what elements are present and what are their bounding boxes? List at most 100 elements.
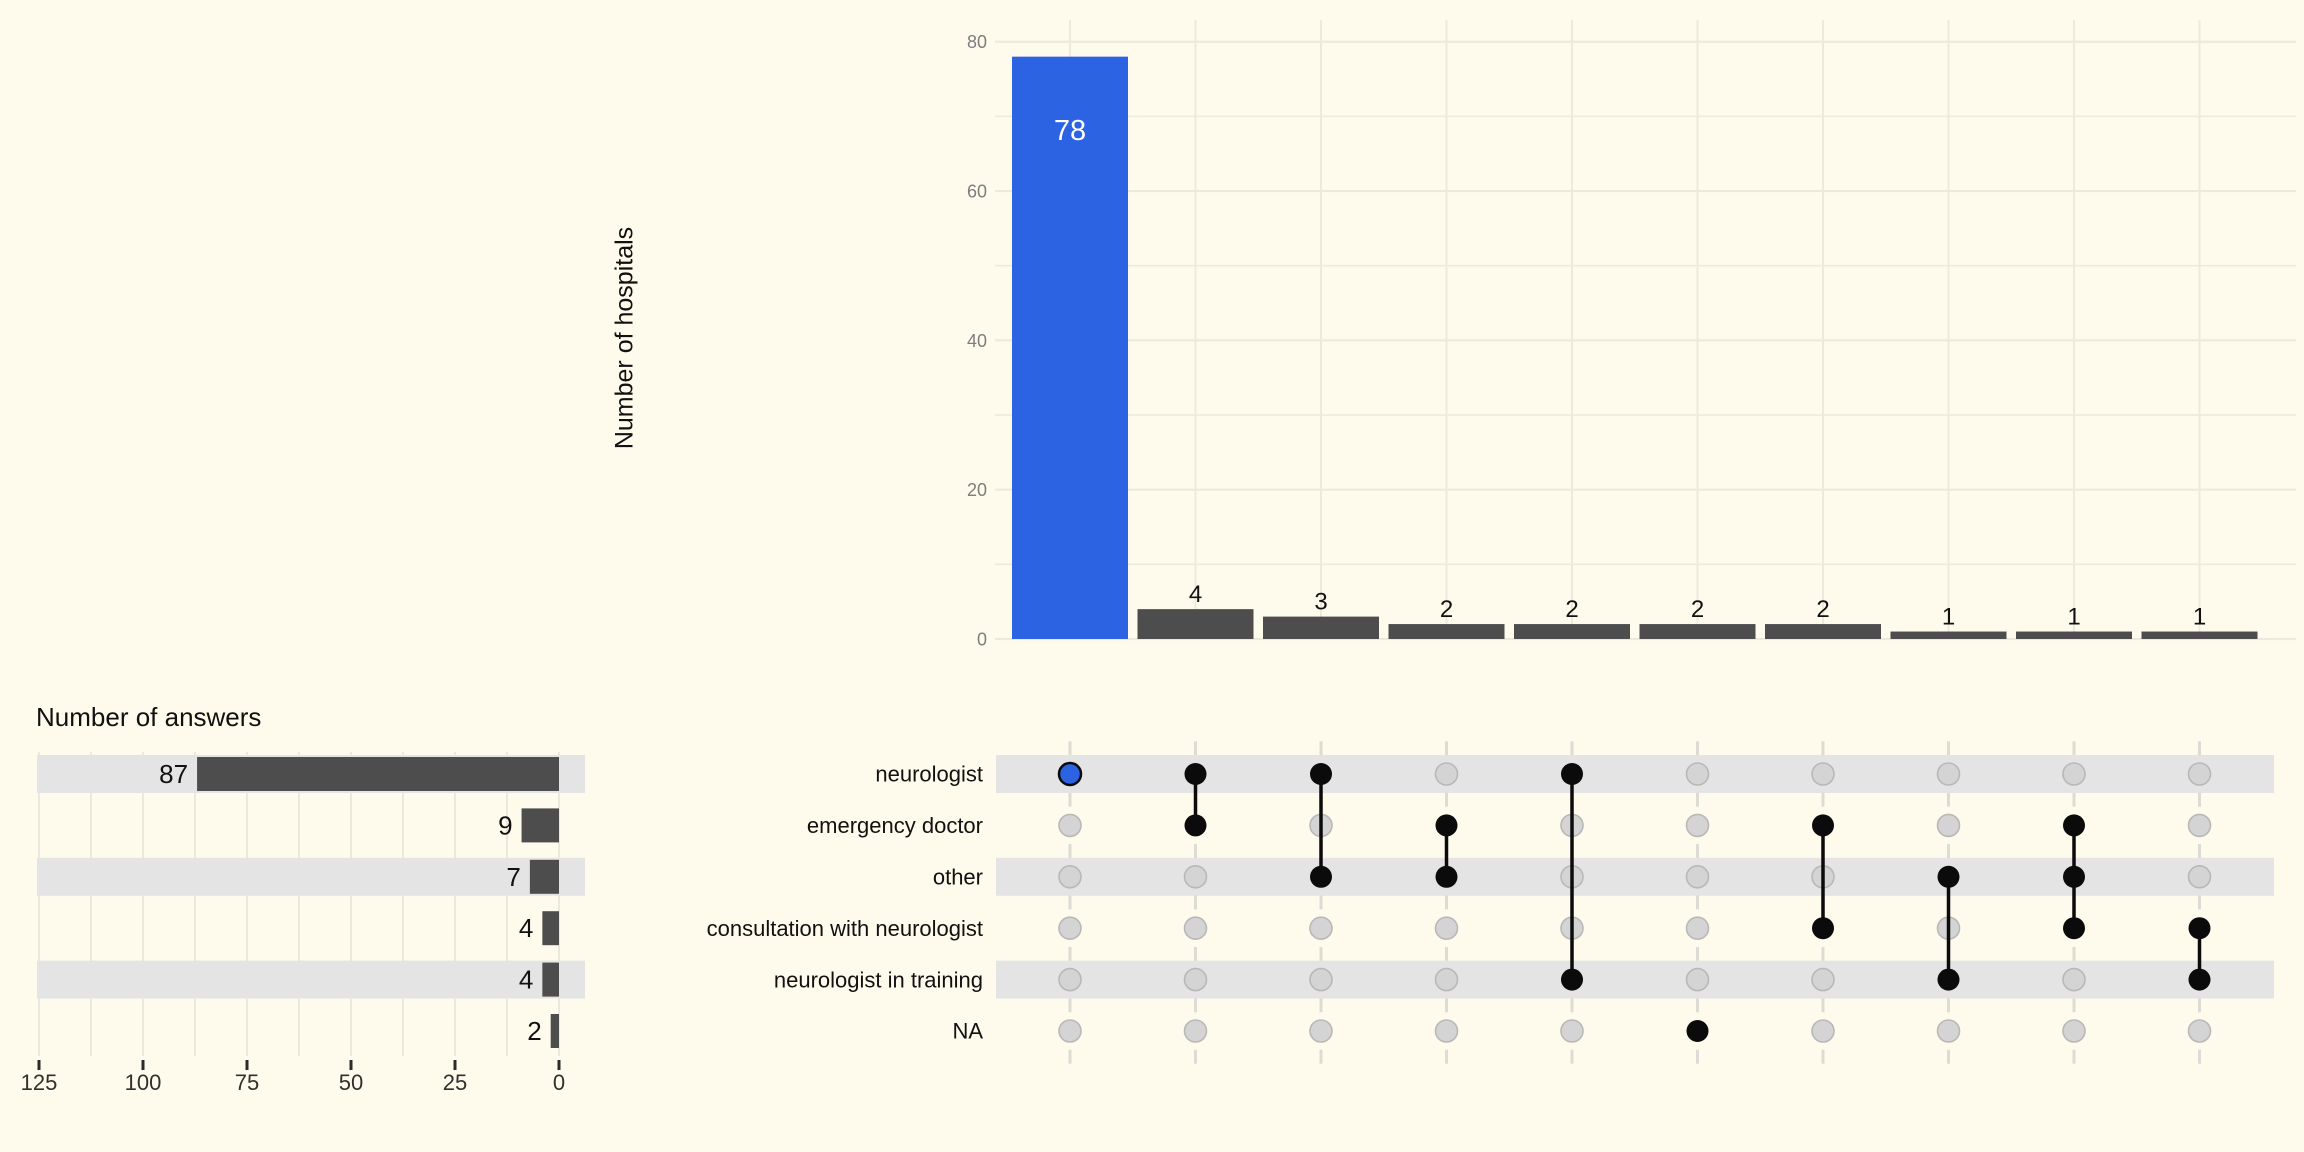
matrix-dot-inactive: [1936, 762, 1961, 786]
matrix-dot-active: [2188, 917, 2211, 940]
hospitals-ytick-label: 60: [967, 182, 987, 202]
answers-bar: [542, 962, 559, 997]
matrix-dot-active: [1937, 865, 1960, 888]
intersection-bar-label: 2: [1691, 596, 1704, 623]
matrix-dot-inactive: [1685, 864, 1710, 889]
matrix-dot-inactive: [1434, 762, 1459, 786]
matrix-dot-inactive: [1183, 967, 1208, 992]
answers-bar-label: 4: [519, 913, 533, 943]
answers-bar: [521, 808, 559, 843]
matrix-dot-active: [1561, 968, 1583, 991]
matrix-row-stripe: [996, 755, 2274, 793]
answers-xtick-label: 25: [443, 1070, 467, 1095]
intersection-bar: [1639, 624, 1756, 639]
intersection-bar: [1388, 624, 1505, 639]
answers-bar-label: 7: [506, 862, 520, 892]
matrix-dot-active: [1310, 763, 1332, 785]
matrix-row-label: other: [933, 865, 983, 890]
answers-xtick-label: 125: [21, 1070, 58, 1095]
matrix-dot-inactive: [1685, 813, 1710, 838]
matrix-dot-inactive: [1434, 1019, 1459, 1043]
matrix-dot-inactive: [1058, 916, 1082, 941]
matrix-dot-inactive: [2187, 1019, 2212, 1043]
matrix-row-label: consultation with neurologist: [707, 916, 983, 941]
matrix-dot-active: [1686, 1020, 1709, 1042]
matrix-dot-inactive: [2187, 813, 2212, 838]
matrix-dot-active: [2063, 814, 2085, 837]
matrix-dot-inactive: [2187, 864, 2212, 889]
matrix-dot-inactive: [1811, 1019, 1835, 1043]
matrix-dot-inactive: [2062, 762, 2086, 786]
matrix-dot-active: [1812, 917, 1834, 940]
matrix-row-label: NA: [952, 1019, 983, 1044]
answers-bar-chart: [37, 752, 585, 1070]
answers-xtick-label: 75: [235, 1070, 259, 1095]
hospitals-ytick-label: 80: [967, 32, 987, 52]
matrix-dot-inactive: [1058, 967, 1082, 992]
answers-xtick-label: 50: [339, 1070, 363, 1095]
intersection-bar: [1137, 609, 1254, 639]
answers-bar: [529, 859, 559, 894]
matrix-dot-active: [1184, 814, 1207, 837]
answers-bar-label: 9: [498, 810, 512, 840]
intersection-bar: [1514, 624, 1630, 639]
matrix-dot-inactive: [1309, 1019, 1333, 1043]
matrix-dot-active: [1937, 968, 1960, 991]
matrix-dot-inactive: [1811, 967, 1835, 992]
intersection-bar: [1765, 624, 1881, 639]
matrix-dot-active: [1435, 865, 1458, 888]
answers-xtick-label: 100: [125, 1070, 162, 1095]
intersection-bar-label: 4: [1189, 581, 1202, 608]
matrix-dot-inactive: [1560, 1019, 1584, 1043]
matrix-dot-active: [1812, 814, 1834, 837]
answers-row-stripe: [37, 960, 585, 999]
matrix-dot-inactive: [1936, 1019, 1961, 1043]
answers-row-stripe: [37, 857, 585, 896]
matrix-dot-inactive: [1936, 813, 1961, 838]
matrix-dot-active: [1435, 814, 1458, 837]
answers-bar-label: 87: [159, 759, 188, 789]
matrix-dot-inactive: [1058, 1019, 1082, 1043]
intersection-bar-label: 2: [1440, 596, 1453, 623]
answers-chart-title: Number of answers: [36, 702, 262, 732]
matrix-dot-active: [1184, 763, 1207, 785]
matrix-row-stripe: [996, 960, 2274, 999]
matrix-dot-inactive: [1309, 916, 1333, 941]
answers-bar-label: 4: [519, 965, 533, 995]
intersection-bar-label: 2: [1565, 596, 1578, 623]
answers-bar: [197, 757, 559, 791]
intersection-bar-label: 3: [1314, 589, 1327, 616]
intersection-bar: [1012, 56, 1128, 640]
hospitals-ytick-label: 20: [967, 480, 987, 500]
intersection-bar: [1263, 616, 1379, 639]
hospitals-ytick-label: 0: [977, 630, 987, 650]
matrix-dot-inactive: [1685, 916, 1710, 941]
matrix-dot-active: [1310, 865, 1332, 888]
matrix-row-label: emergency doctor: [807, 813, 983, 838]
matrix-row-label: neurologist in training: [774, 967, 983, 992]
answers-bar: [550, 1014, 559, 1048]
matrix-dot-inactive: [1309, 967, 1333, 992]
answers-xtick-label: 0: [553, 1070, 565, 1095]
intersection-bar: [2141, 631, 2258, 639]
hospitals-ytick-label: 40: [967, 331, 987, 351]
answers-bar: [542, 911, 559, 946]
matrix-dot-inactive: [1434, 916, 1459, 941]
matrix-dot-inactive: [2062, 967, 2086, 992]
matrix-dot-inactive: [1685, 967, 1710, 992]
matrix-dot-active-highlight: [1057, 761, 1083, 787]
matrix-dot-inactive: [1434, 967, 1459, 992]
intersection-bar-label: 1: [2067, 604, 2080, 631]
hospitals-axis-title: Number of hospitals: [610, 226, 639, 450]
matrix-dot-active: [2188, 968, 2211, 991]
matrix-dot-inactive: [1183, 916, 1208, 941]
matrix-dot-inactive: [1685, 762, 1710, 786]
matrix-row-stripe: [996, 857, 2274, 896]
matrix-dot-inactive: [1058, 864, 1082, 889]
matrix-dot-inactive: [1058, 813, 1082, 838]
matrix-dot-active: [2063, 865, 2085, 888]
answers-bar-label: 2: [527, 1016, 541, 1046]
matrix-dot-inactive: [1183, 1019, 1208, 1043]
